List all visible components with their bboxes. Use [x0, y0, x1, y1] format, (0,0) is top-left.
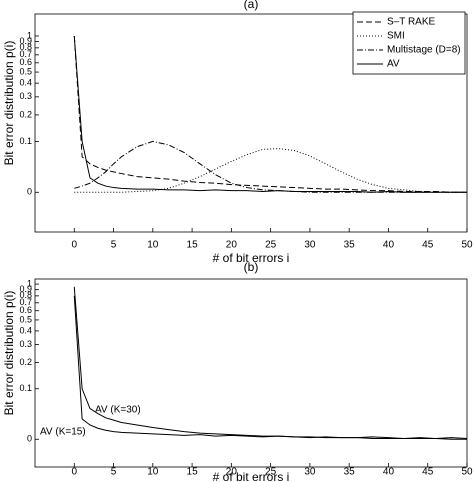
series-line [73, 35, 467, 193]
y-tick-label: 0.9 [19, 284, 32, 294]
y-tick-label: 0 [27, 187, 32, 197]
y-tick-label: 0.4 [19, 78, 32, 88]
x-tick-label: 20 [226, 240, 238, 251]
subplot: (b) # of bit errors i Bit error distributi… [2, 260, 473, 482]
legend-label: S–T RAKE [387, 17, 435, 28]
y-tick-label: 0.9 [19, 36, 32, 46]
x-tick-label: 40 [383, 240, 395, 251]
y-tick-label: 0.2 [19, 109, 32, 119]
x-tick-label: 20 [226, 467, 238, 478]
x-tick-label: 25 [265, 467, 277, 478]
legend-label: AV [387, 59, 400, 70]
x-tick-label: 35 [344, 467, 356, 478]
plot-frame [34, 278, 468, 468]
series-line [73, 286, 467, 440]
x-tick-label: 50 [461, 240, 473, 251]
plot-frame [34, 13, 468, 233]
x-tick-label: 25 [265, 240, 277, 251]
y-tick-label: 0.8 [19, 290, 32, 300]
series-line [74, 140, 467, 193]
series-line [74, 148, 467, 193]
x-tick-label: 15 [187, 467, 199, 478]
series-annotation: AV (K=30) [95, 405, 141, 416]
series-line [73, 35, 467, 193]
y-tick-label: 0 [27, 434, 32, 444]
y-tick-label: 0.7 [19, 297, 32, 307]
x-tick-label: 45 [422, 467, 434, 478]
y-tick-label: 0.6 [19, 305, 32, 315]
y-tick-label: 1 [27, 30, 32, 40]
series-annotation: AV (K=15) [40, 427, 86, 438]
x-tick-label: 0 [71, 467, 77, 478]
y-axis-label: Bit error distribution p(i) [2, 41, 16, 166]
x-tick-label: 5 [111, 467, 117, 478]
x-tick-label: 50 [461, 467, 473, 478]
title: (a) [244, 0, 259, 11]
legend-label: Multistage (D=8) [387, 45, 461, 56]
x-tick-label: 30 [304, 467, 316, 478]
legend: S–T RAKE SMI Multistage (D=8) AV [352, 11, 466, 75]
x-tick-label: 45 [422, 240, 434, 251]
x-axis-label: # of bit errors i [213, 251, 290, 265]
y-tick-label: 1 [27, 278, 32, 288]
subplot: (a) # of bit errors i Bit error distributi… [2, 0, 473, 265]
y-tick-label: 0.1 [19, 383, 32, 393]
x-tick-label: 0 [71, 240, 77, 251]
legend-label: SMI [387, 31, 405, 42]
y-tick-label: 0.3 [19, 91, 32, 101]
y-tick-label: 0.5 [19, 314, 32, 324]
x-tick-label: 40 [383, 467, 395, 478]
x-tick-label: 10 [147, 240, 159, 251]
y-tick-label: 0.4 [19, 325, 32, 335]
y-tick-label: 0.3 [19, 339, 32, 349]
series-line [73, 295, 468, 439]
y-tick-label: 0.2 [19, 357, 32, 367]
y-tick-label: 0.1 [19, 136, 32, 146]
y-tick-label: 0.8 [19, 42, 32, 52]
x-tick-label: 15 [187, 240, 199, 251]
y-axis-label: Bit error distribution p(i) [2, 291, 16, 416]
x-axis-label: # of bit errors i [213, 470, 290, 482]
x-tick-label: 30 [304, 240, 316, 251]
x-tick-label: 10 [147, 467, 159, 478]
x-tick-label: 35 [344, 240, 356, 251]
y-tick-label: 0.7 [19, 49, 32, 59]
x-tick-label: 5 [111, 240, 117, 251]
y-tick-label: 0.5 [19, 66, 32, 76]
title: (b) [244, 260, 259, 274]
y-tick-label: 0.6 [19, 57, 32, 67]
